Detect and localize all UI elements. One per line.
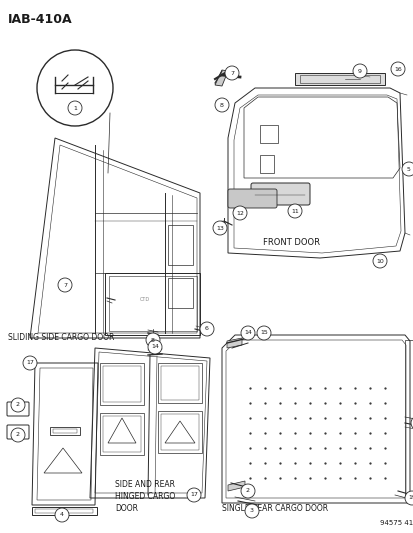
- Bar: [50, 427, 80, 435]
- Bar: [158, 363, 202, 403]
- Text: SLIDING SIDE CARGO DOOR: SLIDING SIDE CARGO DOOR: [8, 333, 114, 342]
- Bar: [404, 340, 412, 498]
- Bar: [161, 366, 199, 400]
- Text: FRONT DOOR: FRONT DOOR: [262, 238, 319, 247]
- Circle shape: [244, 504, 259, 518]
- Text: 11: 11: [290, 208, 298, 214]
- Circle shape: [287, 204, 301, 218]
- Circle shape: [372, 254, 386, 268]
- Circle shape: [352, 64, 366, 78]
- Bar: [259, 155, 273, 173]
- Text: CTD: CTD: [140, 297, 150, 302]
- Polygon shape: [214, 70, 228, 86]
- Polygon shape: [226, 338, 242, 348]
- Text: 19: 19: [407, 496, 413, 500]
- Text: 4: 4: [60, 513, 64, 518]
- Bar: [100, 413, 144, 455]
- Bar: [35, 509, 93, 513]
- Circle shape: [224, 66, 238, 80]
- Bar: [259, 125, 277, 143]
- Text: IAB-410A: IAB-410A: [8, 13, 72, 26]
- Bar: [100, 363, 144, 405]
- Text: 15: 15: [259, 330, 267, 335]
- Text: 8: 8: [151, 337, 154, 343]
- FancyBboxPatch shape: [250, 183, 309, 205]
- Bar: [103, 366, 141, 402]
- Text: 2: 2: [16, 432, 20, 438]
- Bar: [158, 411, 202, 453]
- Bar: [299, 75, 379, 83]
- Circle shape: [404, 491, 413, 505]
- FancyBboxPatch shape: [228, 189, 276, 208]
- Bar: [32, 507, 97, 515]
- Text: 7: 7: [230, 70, 233, 76]
- Circle shape: [23, 356, 37, 370]
- Circle shape: [187, 488, 201, 502]
- Text: 6: 6: [204, 327, 209, 332]
- Text: SIDE AND REAR
HINGED CARGO
DOOR: SIDE AND REAR HINGED CARGO DOOR: [115, 480, 175, 513]
- Circle shape: [11, 398, 25, 412]
- Text: 12: 12: [235, 211, 243, 215]
- Text: 16: 16: [393, 67, 401, 71]
- Circle shape: [68, 101, 82, 115]
- Text: 14: 14: [244, 330, 252, 335]
- Circle shape: [55, 508, 69, 522]
- Text: 3: 3: [249, 508, 254, 513]
- Circle shape: [240, 484, 254, 498]
- Text: 14: 14: [151, 344, 159, 350]
- Bar: [168, 278, 192, 308]
- Text: 8: 8: [220, 102, 223, 108]
- Text: 7: 7: [63, 282, 67, 287]
- Circle shape: [401, 162, 413, 176]
- Text: 94575 410: 94575 410: [379, 520, 413, 526]
- Text: 1: 1: [73, 106, 77, 110]
- Polygon shape: [228, 481, 244, 491]
- Circle shape: [147, 340, 161, 354]
- Bar: [168, 225, 192, 265]
- Circle shape: [212, 221, 226, 235]
- Circle shape: [214, 98, 228, 112]
- Circle shape: [256, 326, 271, 340]
- Bar: [161, 414, 199, 450]
- Circle shape: [233, 206, 247, 220]
- Bar: [103, 416, 141, 452]
- Text: 17: 17: [190, 492, 197, 497]
- Text: 2: 2: [16, 402, 20, 408]
- Text: SINGLE REAR CARGO DOOR: SINGLE REAR CARGO DOOR: [221, 504, 328, 513]
- Circle shape: [240, 326, 254, 340]
- Bar: [294, 73, 384, 85]
- Text: 17: 17: [26, 360, 34, 366]
- Text: 5: 5: [406, 166, 410, 172]
- Circle shape: [58, 278, 72, 292]
- Circle shape: [410, 416, 413, 430]
- Circle shape: [390, 62, 404, 76]
- Circle shape: [199, 322, 214, 336]
- Circle shape: [11, 428, 25, 442]
- Bar: [53, 429, 77, 433]
- Text: 2: 2: [245, 489, 249, 494]
- Text: 10: 10: [375, 259, 383, 263]
- Circle shape: [146, 333, 159, 347]
- Text: 13: 13: [216, 225, 223, 230]
- Text: 9: 9: [357, 69, 361, 74]
